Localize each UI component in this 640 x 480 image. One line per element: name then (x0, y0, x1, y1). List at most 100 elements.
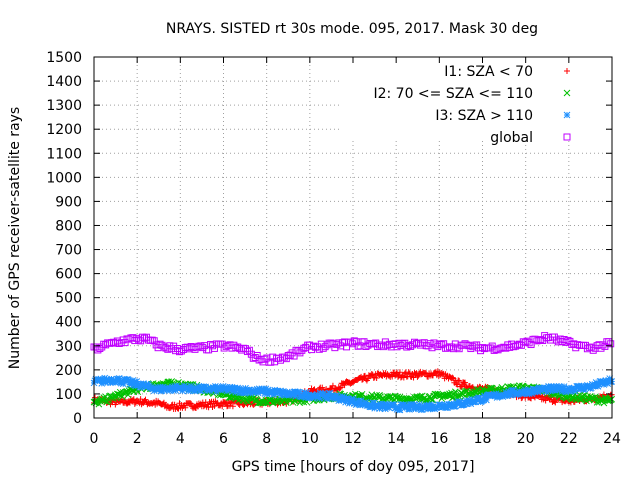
legend-marker (564, 68, 570, 74)
data-point (405, 369, 412, 376)
y-tick-label: 600 (55, 267, 82, 283)
data-point (319, 344, 327, 352)
data-point (416, 400, 423, 408)
data-point (159, 383, 167, 391)
data-point (461, 340, 469, 348)
series-i3-sza-110 (90, 374, 616, 414)
data-point (245, 346, 253, 354)
data-point (232, 388, 240, 396)
data-point (410, 374, 417, 381)
data-point (483, 396, 490, 404)
data-point (411, 401, 418, 408)
y-tick-label: 200 (55, 363, 82, 379)
data-point (589, 346, 597, 354)
data-point (594, 383, 602, 390)
legend-label: global (490, 130, 533, 146)
data-point (314, 391, 321, 398)
data-point (269, 387, 277, 395)
x-tick-label: 24 (603, 431, 621, 447)
data-point (559, 387, 567, 395)
legend-marker (563, 111, 571, 119)
data-point (209, 386, 216, 394)
data-point (592, 379, 600, 386)
data-point (125, 399, 132, 406)
data-point (217, 386, 225, 393)
data-point (565, 384, 573, 392)
data-point (282, 391, 290, 398)
legend-label: I1: SZA < 70 (444, 64, 533, 80)
data-point (333, 392, 341, 400)
data-point (239, 386, 246, 393)
data-point (299, 392, 307, 399)
data-point (541, 332, 549, 340)
data-point (342, 398, 349, 406)
data-point (316, 385, 323, 392)
data-point (595, 380, 603, 388)
data-point (534, 388, 542, 396)
data-point (187, 400, 194, 407)
data-point (350, 337, 358, 345)
data-point (341, 393, 348, 401)
data-point (396, 406, 404, 414)
legend-label: I3: SZA > 110 (435, 108, 533, 124)
data-point (315, 395, 323, 402)
data-point (599, 378, 607, 385)
data-point (303, 389, 311, 397)
data-point (376, 405, 383, 413)
data-point (292, 392, 300, 400)
data-point (129, 377, 137, 384)
data-point (271, 386, 279, 394)
data-point (103, 375, 110, 383)
data-point (389, 373, 396, 380)
data-point (578, 382, 585, 390)
data-point (227, 399, 234, 406)
data-point (144, 383, 151, 390)
data-point (507, 391, 515, 399)
data-point (567, 388, 575, 395)
x-tick-label: 0 (90, 431, 99, 447)
x-tick-label: 14 (387, 431, 405, 447)
data-point (260, 386, 268, 393)
data-point (145, 380, 152, 388)
legend-background (340, 60, 604, 140)
data-point (243, 397, 250, 405)
data-point (188, 400, 195, 407)
data-point (295, 389, 303, 396)
data-point (456, 377, 463, 384)
data-point (604, 380, 612, 387)
data-point (441, 401, 448, 408)
data-point (404, 402, 412, 409)
data-point (547, 387, 554, 395)
data-point (170, 342, 178, 350)
data-point (396, 369, 403, 376)
data-point (119, 380, 127, 388)
data-point (444, 404, 451, 412)
data-point (552, 399, 559, 406)
data-point (257, 387, 265, 395)
data-point (373, 375, 380, 382)
data-point (286, 351, 294, 359)
x-tick-label: 8 (262, 431, 271, 447)
data-point (337, 384, 344, 391)
axis-ticks: 0100200300400500600700800900100011001200… (46, 50, 621, 447)
y-tick-label: 300 (55, 339, 82, 355)
data-point (229, 403, 236, 410)
data-point (571, 387, 579, 395)
data-point (436, 340, 444, 348)
legend-label: I2: 70 <= SZA <= 110 (373, 86, 533, 102)
data-point (244, 389, 251, 396)
data-point (242, 384, 249, 392)
data-point (490, 390, 498, 398)
data-point (368, 403, 376, 410)
data-point (200, 403, 207, 410)
data-point (336, 385, 343, 392)
data-point (331, 395, 339, 403)
data-point (459, 382, 466, 389)
y-tick-label: 1100 (46, 146, 82, 162)
data-point (191, 387, 199, 395)
data-point (600, 399, 608, 407)
data-point (222, 399, 229, 406)
data-point (505, 387, 513, 395)
data-point (598, 380, 606, 387)
data-point (187, 382, 195, 390)
